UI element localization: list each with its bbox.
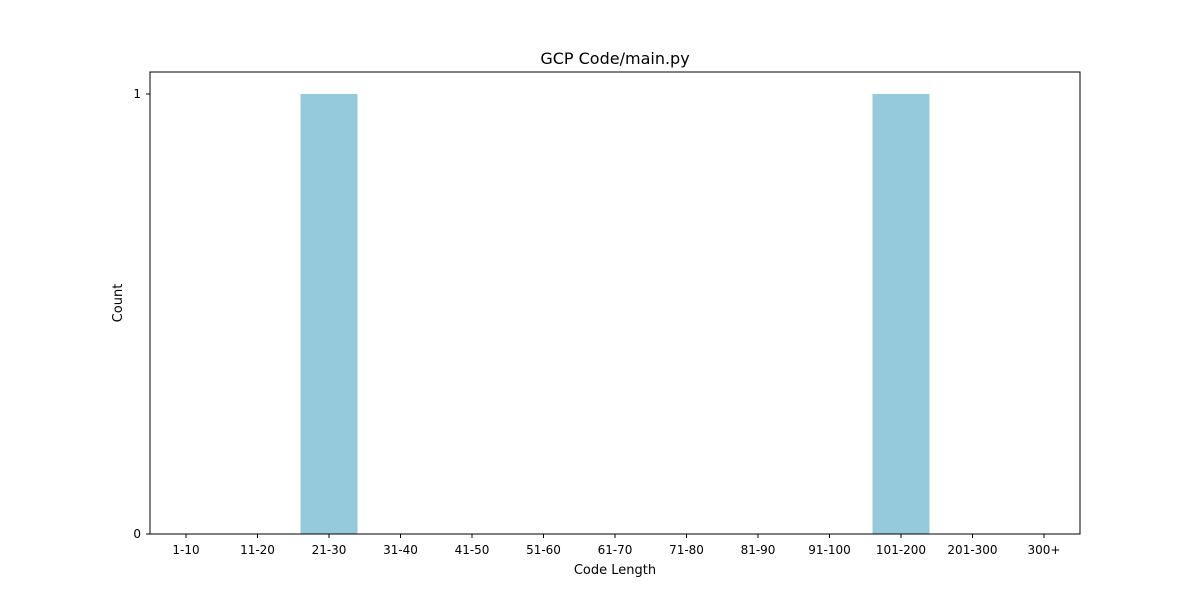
bars [300,94,930,534]
y-axis-label: Count [111,284,126,323]
bar-21-30 [300,94,358,534]
x-tick-label: 51-60 [526,543,561,557]
x-tick-label: 91-100 [808,543,851,557]
x-tick-label: 1-10 [172,543,199,557]
x-tick-label: 21-30 [312,543,347,557]
x-tick-label: 201-300 [947,543,997,557]
x-tick-label: 71-80 [669,543,704,557]
plot-frame [149,71,1081,535]
x-tick-label: 81-90 [741,543,776,557]
chart-title: GCP Code/main.py [540,49,689,68]
x-tick-label: 101-200 [876,543,926,557]
x-tick-label: 31-40 [383,543,418,557]
bar-101-200 [872,94,930,534]
x-tick-label: 41-50 [455,543,490,557]
x-tick-label: 11-20 [240,543,275,557]
x-axis: 1-10 11-20 21-30 31-40 41-50 51-60 61-70 71-80 8… [172,534,1060,557]
y-tick-label: 0 [133,527,141,541]
x-tick-label: 61-70 [598,543,633,557]
x-tick-label: 300+ [1028,543,1061,557]
x-axis-label: Code Length [574,563,656,578]
y-axis: 01 [133,87,150,541]
y-tick-label: 1 [133,87,141,101]
